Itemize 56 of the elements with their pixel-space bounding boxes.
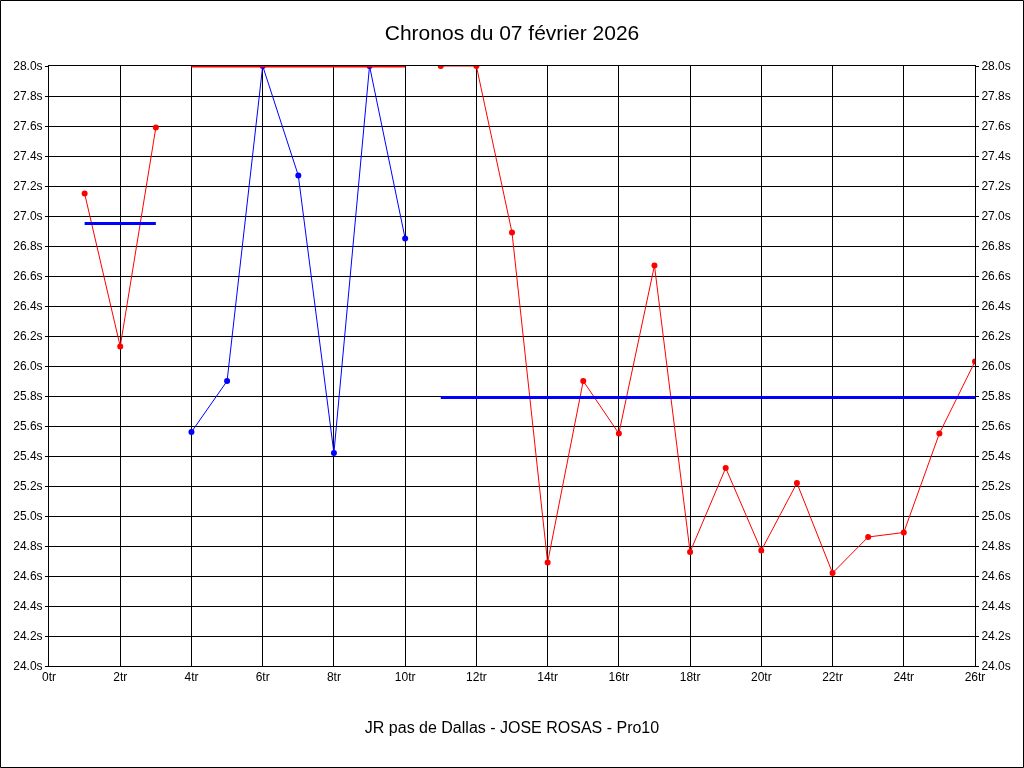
y-tick-label: 24.6s — [13, 569, 43, 584]
x-tick-label: 14tr — [537, 670, 558, 685]
x-axis-title: JR pas de Dallas - JOSE ROSAS - Pro10 — [364, 719, 660, 737]
y2-tick-label: 26.8s — [981, 239, 1011, 254]
y-tick-label: 25.2s — [13, 479, 43, 494]
x-tick-label: 24tr — [893, 670, 915, 685]
y2-tick-label: 25.0s — [981, 509, 1011, 524]
y-tick-label: 25.8s — [13, 389, 43, 404]
y-tick-label: 26.8s — [13, 239, 43, 254]
y-tick-label: 28.0s — [13, 59, 43, 74]
y2-tick-label: 25.8s — [981, 389, 1011, 404]
x-tick-label: 20tr — [750, 670, 772, 685]
y-tick-label: 25.4s — [13, 449, 43, 464]
y2-tick-label: 25.6s — [981, 419, 1011, 434]
y2-tick-label: 27.8s — [981, 89, 1011, 104]
y2-tick-label: 27.4s — [981, 149, 1011, 164]
y-tick-label: 26.6s — [13, 269, 43, 284]
y2-tick-label: 24.4s — [981, 599, 1011, 614]
y2-tick-label: 25.4s — [981, 449, 1011, 464]
y-tick-label: 25.0s — [13, 509, 43, 524]
x-tick-label: 2tr — [113, 670, 128, 685]
y-tick-label: 24.8s — [13, 539, 43, 554]
y2-tick-label: 27.2s — [981, 179, 1011, 194]
y-tick-label: 27.0s — [13, 209, 43, 224]
y-tick-label: 25.6s — [13, 419, 43, 434]
y2-tick-label: 24.2s — [981, 629, 1011, 644]
y-tick-label: 24.2s — [13, 629, 43, 644]
y2-tick-label: 24.8s — [981, 539, 1011, 554]
y2-tick-label: 26.2s — [981, 329, 1011, 344]
x-tick-label: 12tr — [466, 670, 487, 685]
y2-tick-label: 26.4s — [981, 299, 1011, 314]
y-tick-label: 27.4s — [13, 149, 43, 164]
y2-tick-label: 25.2s — [981, 479, 1011, 494]
y-tick-label: 27.8s — [13, 89, 43, 104]
y-tick-label: 24.0s — [13, 659, 43, 674]
y2-tick-label: 26.0s — [981, 359, 1011, 374]
x-tick-label: 6tr — [255, 670, 270, 685]
x-tick-label: 18tr — [679, 670, 701, 685]
y-tick-label: 26.0s — [13, 359, 43, 374]
y-tick-label: 26.2s — [13, 329, 43, 344]
y-tick-label: 24.4s — [13, 599, 43, 614]
x-tick-label: 4tr — [184, 670, 199, 685]
x-tick-label: 8tr — [326, 670, 341, 685]
chart-title: Chronos du 07 février 2026 — [384, 21, 640, 45]
y2-tick-label: 27.6s — [981, 119, 1011, 134]
y-tick-label: 26.4s — [13, 299, 43, 314]
x-tick-label: 22tr — [822, 670, 843, 685]
y2-tick-label: 28.0s — [981, 59, 1011, 74]
y2-tick-label: 26.6s — [981, 269, 1011, 284]
y2-tick-label: 27.0s — [981, 209, 1011, 224]
x-tick-label: 0tr — [41, 670, 57, 685]
y2-tick-label: 24.6s — [981, 569, 1011, 584]
y-tick-label: 27.2s — [13, 179, 43, 194]
x-tick-label: 10tr — [394, 670, 416, 685]
y-tick-label: 27.6s — [13, 119, 43, 134]
x-tick-label: 16tr — [608, 670, 630, 685]
